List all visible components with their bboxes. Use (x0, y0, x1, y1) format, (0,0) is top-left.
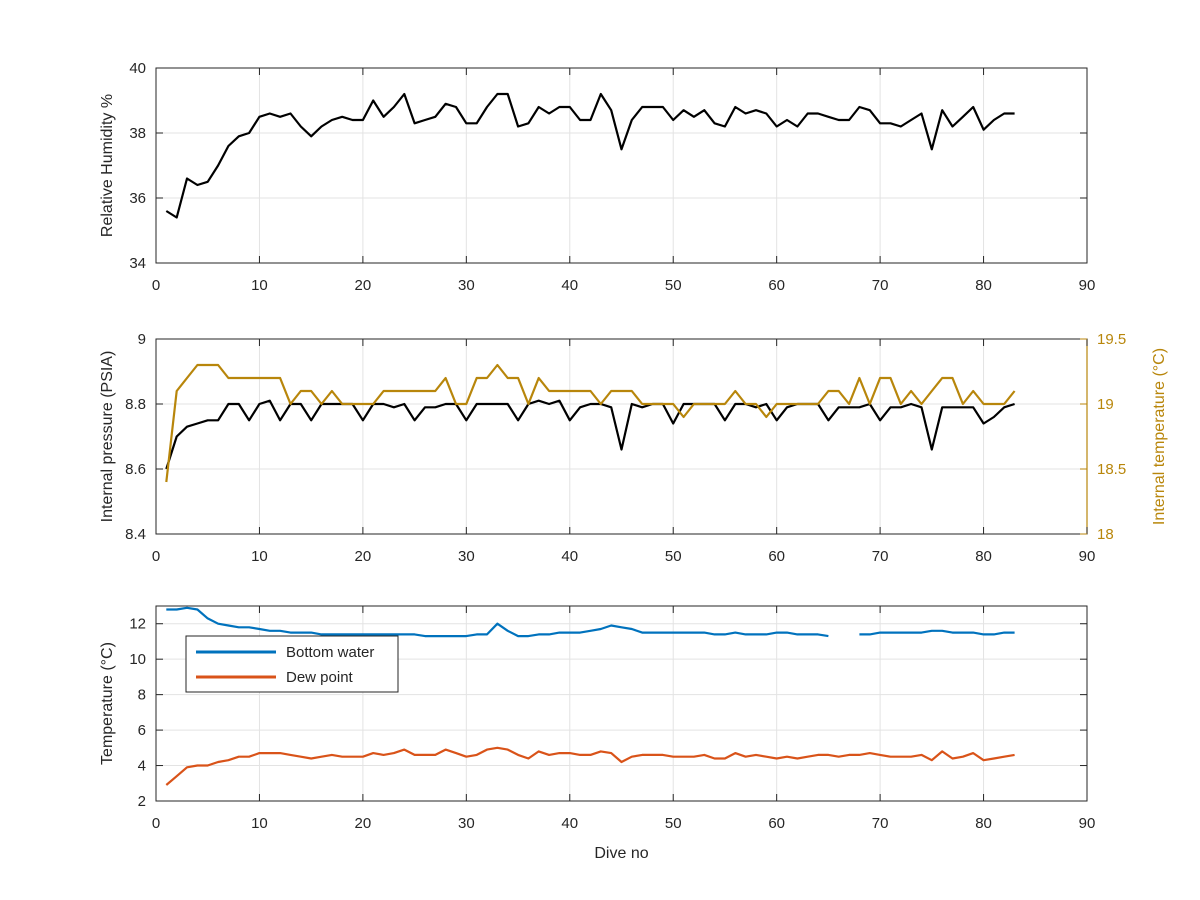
x-tick-label: 70 (872, 815, 889, 832)
legend-box (185, 635, 399, 693)
x-tick-label: 80 (975, 277, 992, 294)
x-tick-label: 90 (1079, 548, 1096, 565)
x-tick-label: 80 (975, 548, 992, 565)
y-tick-label: 34 (129, 255, 146, 272)
y2-tick-label: 19 (1097, 396, 1114, 413)
series-line-1-1 (165, 92, 1015, 219)
x-tick-label: 90 (1079, 815, 1096, 832)
x-tick-label: 50 (665, 548, 682, 565)
x-tick-label: 50 (665, 815, 682, 832)
x-tick-label: 20 (355, 548, 372, 565)
y-tick-label: 8.4 (125, 526, 146, 543)
x-tick-label: 70 (872, 548, 889, 565)
y-axis-label: Internal pressure (PSIA) (99, 351, 116, 523)
series-line-2-2 (165, 363, 1016, 483)
x-tick-label: 40 (561, 277, 578, 294)
y-tick-label: 8.8 (125, 396, 146, 413)
y-tick-label: 38 (129, 125, 146, 142)
x-tick-label: 20 (355, 277, 372, 294)
x-tick-label: 40 (561, 548, 578, 565)
series-line-2-1 (165, 399, 1015, 470)
legend-label: Bottom water (286, 644, 374, 661)
chart-panel-2: 0 10 20 30 40 50 60 70 80 90 8.4 8.6 8.8 9 18 18.5 19 19.… (99, 331, 1168, 565)
series-line-dew-point (165, 746, 1015, 786)
y2-tick-label: 18 (1097, 526, 1114, 543)
x-tick-label: 10 (251, 815, 268, 832)
y-tick-label: 12 (129, 616, 146, 633)
legend: Bottom water Dew point (185, 635, 399, 693)
y-tick-label: 6 (138, 722, 146, 739)
chart-panel-1: 0 10 20 30 40 50 60 70 80 90 34 36 38 40 Relative Humi… (99, 60, 1095, 294)
x-tick-label: 30 (458, 815, 475, 832)
plot-area (156, 68, 1087, 263)
y2-tick-label: 18.5 (1097, 461, 1126, 478)
x-tick-label: 60 (768, 277, 785, 294)
x-tick-label: 0 (152, 277, 160, 294)
x-tick-label: 50 (665, 277, 682, 294)
plot-area (156, 606, 1087, 801)
x-tick-label: 30 (458, 277, 475, 294)
y-axis-label: Temperature (°C) (99, 642, 116, 765)
x-tick-label: 30 (458, 548, 475, 565)
axes-box (155, 605, 1088, 802)
x-tick-label: 40 (561, 815, 578, 832)
y-tick-label: 40 (129, 60, 146, 77)
y-tick-label: 36 (129, 190, 146, 207)
chart-panel-3: 0 10 20 30 40 50 60 70 80 90 2 4 6 8 10 12 Temperature (… (99, 605, 1096, 862)
x-tick-label: 60 (768, 815, 785, 832)
x-tick-label: 10 (251, 277, 268, 294)
y-axis-label: Relative Humidity % (99, 94, 116, 237)
y2-tick-label: 19.5 (1097, 331, 1126, 348)
y-tick-label: 10 (129, 651, 146, 668)
x-tick-label: 70 (872, 277, 889, 294)
x-tick-label: 90 (1079, 277, 1096, 294)
plot-area (156, 339, 1087, 534)
x-tick-label: 0 (152, 815, 160, 832)
x-axis-label: Dive no (594, 845, 648, 862)
x-tick-label: 80 (975, 815, 992, 832)
legend-label: Dew point (286, 669, 354, 686)
y2-axis-label: Internal temperature (°C) (1151, 348, 1168, 525)
y-tick-label: 4 (138, 758, 146, 775)
x-tick-label: 10 (251, 548, 268, 565)
y-tick-label: 8 (138, 687, 146, 704)
x-tick-label: 60 (768, 548, 785, 565)
x-tick-label: 0 (152, 548, 160, 565)
axes-box (155, 67, 1088, 264)
y-tick-label: 2 (138, 793, 146, 810)
y-tick-label: 8.6 (125, 461, 146, 478)
x-tick-label: 20 (355, 815, 372, 832)
y-tick-label: 9 (138, 331, 146, 348)
series-line-bottom-water (166, 606, 1015, 638)
